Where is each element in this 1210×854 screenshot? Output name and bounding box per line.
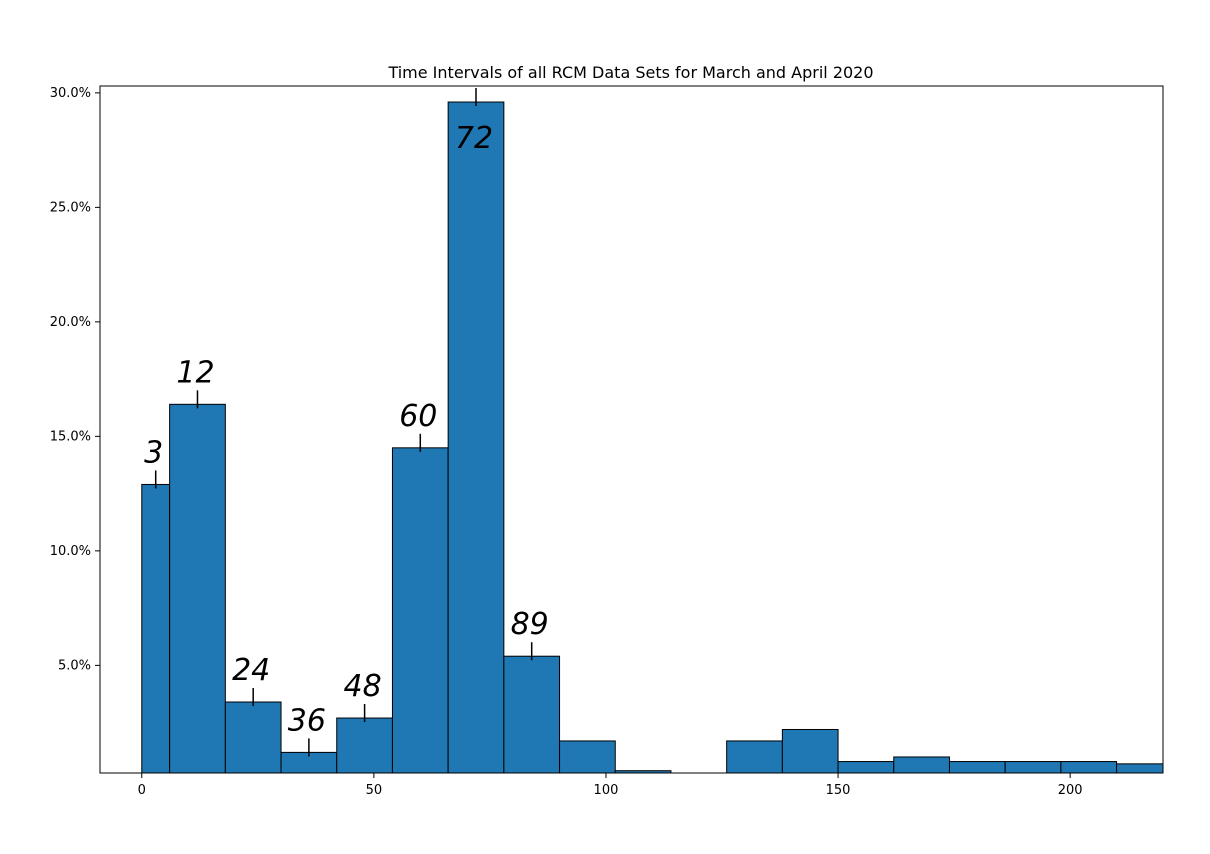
x-tick-label-3: 150 bbox=[826, 783, 851, 798]
bar-8 bbox=[559, 740, 616, 773]
y-tick-label-4: 25.0% bbox=[50, 200, 91, 215]
y-tick-label-2: 15.0% bbox=[50, 429, 91, 444]
x-tick-label-4: 200 bbox=[1058, 783, 1083, 798]
bar-17 bbox=[1060, 761, 1118, 773]
annotations-group: 3 12 24 36 48 60 72 89 bbox=[144, 88, 549, 757]
bar-7 bbox=[503, 655, 561, 773]
annotation-label-3: 36 bbox=[288, 703, 326, 738]
bar-14 bbox=[893, 756, 950, 773]
bar-4 bbox=[336, 717, 393, 773]
bar-1 bbox=[169, 403, 226, 773]
annotation-label-4: 48 bbox=[343, 669, 381, 704]
annotation-label-1: 12 bbox=[176, 355, 214, 390]
bar-6 bbox=[447, 101, 505, 773]
bar-5 bbox=[391, 447, 449, 773]
y-tick-label-0: 5.0% bbox=[58, 658, 91, 673]
bar-12 bbox=[781, 728, 839, 773]
annotation-label-7: 89 bbox=[511, 607, 549, 642]
annotation-label-0: 3 bbox=[144, 435, 163, 470]
bar-11 bbox=[726, 740, 783, 773]
annotation-label-5: 60 bbox=[399, 399, 437, 434]
bar-15 bbox=[948, 761, 1006, 773]
bar-9 bbox=[614, 770, 672, 773]
x-tick-label-0: 0 bbox=[138, 783, 146, 798]
bar-16 bbox=[1004, 761, 1062, 773]
x-tick-label-2: 100 bbox=[594, 783, 619, 798]
bar-0 bbox=[141, 483, 171, 773]
bar-13 bbox=[837, 761, 895, 773]
plot-frame bbox=[99, 85, 1164, 774]
annotation-label-2: 24 bbox=[232, 653, 270, 688]
bar-2 bbox=[224, 701, 282, 773]
x-axis-ticks: 0 50 100 150 200 bbox=[138, 773, 1083, 798]
y-tick-label-3: 20.0% bbox=[50, 315, 91, 330]
y-tick-label-5: 30.0% bbox=[50, 86, 91, 101]
x-tick-label-1: 50 bbox=[366, 783, 383, 798]
annotation-label-6: 72 bbox=[455, 121, 493, 156]
bars-group bbox=[141, 101, 1163, 773]
y-axis-ticks: 5.0% 10.0% 15.0% 20.0% 25.0% 30.0% bbox=[50, 86, 100, 673]
chart-title: Time Intervals of all RCM Data Sets for … bbox=[387, 63, 873, 82]
y-tick-label-1: 10.0% bbox=[50, 544, 91, 559]
bar-18 bbox=[1116, 763, 1163, 773]
